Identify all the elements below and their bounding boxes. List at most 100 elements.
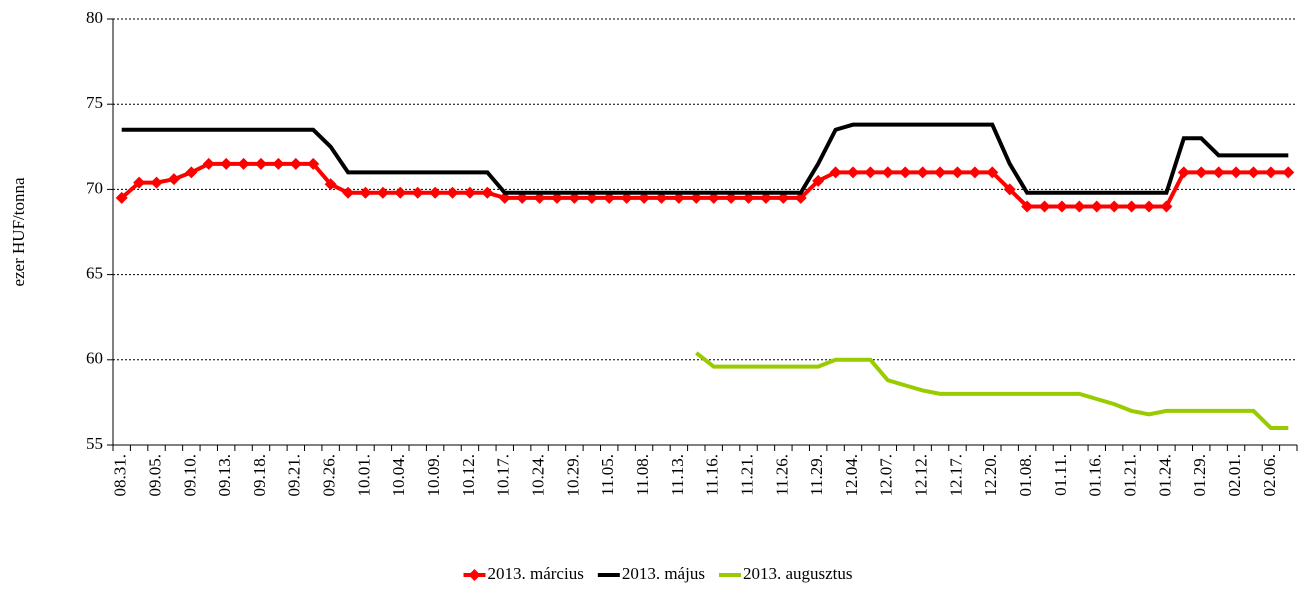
marker — [272, 157, 285, 170]
marker — [707, 191, 720, 204]
x-tick-label: 11.21. — [737, 454, 756, 496]
marker — [1230, 166, 1243, 179]
marker — [603, 191, 616, 204]
marker — [1125, 200, 1138, 213]
x-tick-label: 12.17. — [946, 454, 965, 497]
marker — [1195, 166, 1208, 179]
marker — [289, 157, 302, 170]
x-tick-label: 09.13. — [215, 454, 234, 497]
marker — [220, 157, 233, 170]
x-tick-label: 01.21. — [1120, 454, 1139, 497]
marker — [1003, 183, 1016, 196]
marker — [1247, 166, 1260, 179]
marker — [202, 157, 215, 170]
x-tick-label: 10.01. — [354, 454, 373, 497]
marker — [376, 186, 389, 199]
legend: 2013. március 2013. május 2013. augusztus — [463, 564, 853, 583]
marker — [516, 191, 529, 204]
marker — [794, 191, 807, 204]
series-line — [695, 351, 1289, 430]
x-tick-label: 02.06. — [1260, 454, 1279, 497]
marker — [1177, 166, 1190, 179]
marker — [690, 191, 703, 204]
marker — [899, 166, 912, 179]
marker — [829, 166, 842, 179]
x-tick-label: 10.04. — [389, 454, 408, 497]
x-tick-label: 10.17. — [494, 454, 513, 497]
marker — [568, 191, 581, 204]
x-tick-label: 11.13. — [668, 454, 687, 496]
marker — [986, 166, 999, 179]
x-tick-label: 12.20. — [981, 454, 1000, 497]
marker — [759, 191, 772, 204]
y-axis-label: ezer HUF/tonna — [9, 177, 28, 287]
marker — [672, 191, 685, 204]
marker — [342, 186, 355, 199]
x-tick-label: 11.08. — [633, 454, 652, 496]
x-tick-label: 09.05. — [145, 454, 164, 497]
marker — [324, 178, 337, 191]
x-tick-label: 01.11. — [1051, 454, 1070, 496]
marker — [916, 166, 929, 179]
x-tick-label: 12.04. — [842, 454, 861, 497]
marker — [481, 186, 494, 199]
marker — [1108, 200, 1121, 213]
x-tick-label: 01.16. — [1086, 454, 1105, 497]
legend-label: 2013. május — [622, 564, 705, 583]
marker — [1143, 200, 1155, 213]
x-tick-label: 09.18. — [250, 454, 269, 497]
x-tick-label: 09.10. — [180, 454, 199, 497]
marker — [1160, 200, 1173, 213]
marker — [150, 176, 163, 189]
marker — [881, 166, 894, 179]
legend-label: 2013. március — [488, 564, 584, 583]
x-tick-label: 01.24. — [1155, 454, 1174, 497]
x-tick-label: 09.26. — [320, 454, 339, 497]
marker — [429, 186, 442, 199]
marker — [1055, 200, 1068, 213]
marker — [394, 186, 407, 199]
marker — [777, 191, 790, 204]
marker — [498, 191, 511, 204]
marker — [411, 186, 424, 199]
y-tick-label: 55 — [86, 434, 103, 453]
x-tick-label: 01.29. — [1190, 454, 1209, 497]
y-tick-label: 75 — [86, 93, 103, 112]
marker — [951, 166, 964, 179]
x-tick-label: 12.12. — [912, 454, 931, 497]
y-tick-label: 60 — [86, 349, 103, 368]
x-tick-label: 10.12. — [459, 454, 478, 497]
marker — [638, 191, 651, 204]
y-tick-label: 65 — [86, 264, 103, 283]
marker — [847, 166, 859, 179]
marker — [934, 166, 947, 179]
x-tick-label: 02.01. — [1225, 454, 1244, 497]
marker — [1038, 200, 1051, 213]
marker — [742, 191, 755, 204]
series-line — [120, 161, 1289, 209]
x-tick-label: 01.08. — [1016, 454, 1035, 497]
marker — [812, 174, 825, 187]
x-tick-label: 11.26. — [772, 454, 791, 496]
marker — [185, 166, 198, 179]
marker — [585, 191, 598, 204]
x-tick-label: 09.21. — [285, 454, 304, 497]
marker — [307, 157, 320, 170]
x-tick-label: 11.29. — [807, 454, 826, 496]
marker — [1264, 166, 1277, 179]
marker — [533, 191, 546, 204]
marker — [551, 191, 563, 204]
series-line — [121, 122, 1289, 195]
x-tick-label: 11.16. — [703, 454, 722, 496]
legend-label: 2013. augusztus — [743, 564, 853, 583]
x-tick-label: 10.29. — [563, 454, 582, 497]
x-tick-label: 10.09. — [424, 454, 443, 497]
marker — [1212, 166, 1225, 179]
marker — [446, 186, 459, 199]
x-tick-label: 12.07. — [877, 454, 896, 497]
marker — [620, 191, 633, 204]
marker — [1021, 200, 1034, 213]
marker — [359, 186, 372, 199]
marker — [1073, 200, 1086, 213]
